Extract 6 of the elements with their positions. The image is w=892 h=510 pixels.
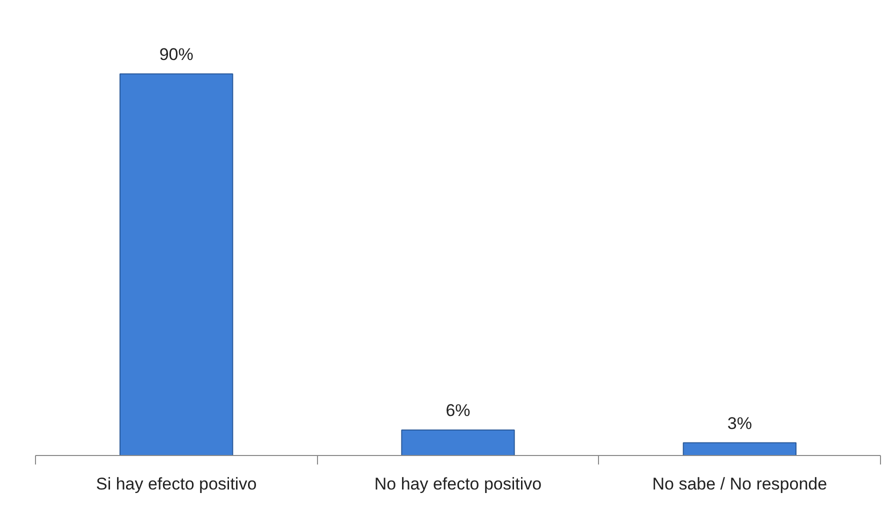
data-label: 3%: [727, 414, 752, 433]
data-label: 6%: [446, 401, 470, 420]
data-label: 90%: [159, 44, 194, 64]
x-tick-label: No hay efecto positivo: [374, 474, 542, 494]
x-tick-label: No sabe / No responde: [652, 474, 828, 494]
x-tick-label: Si hay efecto positivo: [96, 474, 257, 494]
